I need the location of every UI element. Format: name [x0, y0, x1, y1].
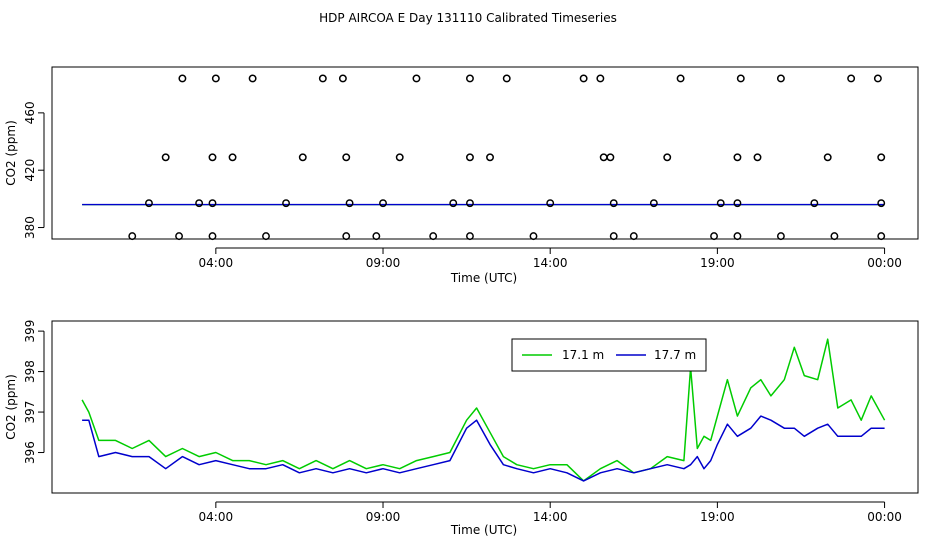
x-tick-label: 09:00 — [366, 510, 401, 524]
data-point — [298, 153, 307, 162]
data-point — [736, 74, 745, 83]
figure-title: HDP AIRCOA E Day 131110 Calibrated Times… — [319, 11, 617, 25]
y-tick-label: 396 — [23, 441, 37, 464]
data-point — [710, 232, 718, 241]
data-point — [776, 74, 785, 83]
y-tick-label: 397 — [23, 401, 37, 424]
x-tick-label: 04:00 — [199, 510, 234, 524]
data-point — [606, 153, 615, 162]
x-tick-label: 00:00 — [867, 256, 902, 270]
data-point — [753, 153, 762, 162]
data-point — [599, 153, 608, 162]
data-point — [596, 74, 605, 83]
top-y-axis: 380 420 460 — [23, 101, 45, 239]
bottom-x-label: Time (UTC) — [450, 523, 517, 537]
data-point — [395, 153, 404, 162]
data-point — [873, 74, 882, 83]
data-point — [208, 232, 217, 241]
bottom-plot-frame — [51, 320, 919, 494]
y-tick-label: 398 — [23, 360, 37, 383]
data-point — [877, 153, 886, 162]
data-point — [412, 74, 421, 83]
data-point — [379, 199, 387, 208]
x-tick-label: 14:00 — [533, 510, 568, 524]
data-point — [529, 232, 538, 241]
bottom-panel: 396 397 398 399 04:00 09:00 14:00 19:00 00:00 T… — [4, 320, 919, 537]
top-points — [128, 74, 886, 241]
data-point — [776, 232, 785, 241]
data-point — [175, 232, 184, 241]
top-y-label: CO2 (ppm) — [4, 120, 18, 186]
data-point — [546, 199, 555, 208]
data-point — [579, 74, 588, 83]
x-tick-label: 04:00 — [199, 256, 234, 270]
x-tick-label: 09:00 — [366, 256, 401, 270]
data-point — [609, 232, 618, 241]
x-tick-label: 19:00 — [700, 256, 735, 270]
data-point — [847, 74, 856, 83]
data-point — [145, 199, 153, 208]
data-point — [733, 232, 742, 241]
top-panel: 380 420 460 04:00 09:00 14:00 19:00 00:00 Time… — [4, 66, 919, 285]
legend-label-17-1: 17.1 m — [562, 348, 604, 362]
legend-label-17-7: 17.7 m — [654, 348, 696, 362]
data-point — [208, 199, 217, 208]
data-point — [248, 74, 257, 83]
data-point — [877, 199, 886, 208]
y-tick-label: 399 — [23, 320, 37, 343]
data-point — [345, 199, 354, 208]
data-point — [195, 199, 204, 208]
top-plot-frame — [51, 66, 919, 240]
top-x-label: Time (UTC) — [450, 271, 517, 285]
x-tick-label: 19:00 — [700, 510, 735, 524]
bottom-y-axis: 396 397 398 399 — [23, 320, 45, 464]
y-tick-label: 460 — [23, 101, 37, 124]
data-point — [338, 74, 347, 83]
x-tick-label: 14:00 — [533, 256, 568, 270]
data-point — [877, 232, 886, 241]
data-point — [466, 153, 474, 162]
data-point — [342, 153, 351, 162]
data-point — [733, 199, 742, 208]
y-tick-label: 420 — [23, 159, 37, 182]
data-point — [342, 232, 351, 241]
data-point — [466, 74, 474, 83]
series-line-17-7m — [82, 415, 885, 482]
data-point — [629, 232, 638, 241]
data-point — [466, 232, 474, 241]
top-x-axis: 04:00 09:00 14:00 19:00 00:00 — [199, 247, 902, 270]
data-point — [128, 232, 137, 241]
data-point — [502, 74, 511, 83]
data-point — [211, 74, 220, 83]
data-point — [228, 153, 237, 162]
bottom-y-label: CO2 (ppm) — [4, 374, 18, 440]
data-point — [262, 232, 270, 241]
data-point — [830, 232, 839, 241]
bottom-series-lines — [81, 338, 886, 482]
data-point — [449, 199, 458, 208]
data-point — [609, 199, 618, 208]
y-tick-label: 380 — [23, 216, 37, 239]
data-point — [810, 199, 819, 208]
legend: 17.1 m 17.7 m — [511, 338, 707, 372]
data-point — [208, 153, 217, 162]
series-line-17-1m — [81, 338, 886, 482]
bottom-x-axis: 04:00 09:00 14:00 19:00 00:00 — [199, 501, 902, 524]
data-point — [372, 232, 381, 241]
data-point — [676, 74, 685, 83]
data-point — [663, 153, 672, 162]
data-point — [823, 153, 832, 162]
data-point — [178, 74, 187, 83]
data-point — [282, 199, 291, 208]
data-point — [429, 232, 438, 241]
data-point — [716, 199, 725, 208]
data-point — [733, 153, 742, 162]
data-point — [649, 199, 658, 208]
data-point — [466, 199, 474, 208]
data-point — [318, 74, 327, 83]
x-tick-label: 00:00 — [867, 510, 902, 524]
data-point — [486, 153, 494, 162]
data-point — [161, 153, 170, 162]
